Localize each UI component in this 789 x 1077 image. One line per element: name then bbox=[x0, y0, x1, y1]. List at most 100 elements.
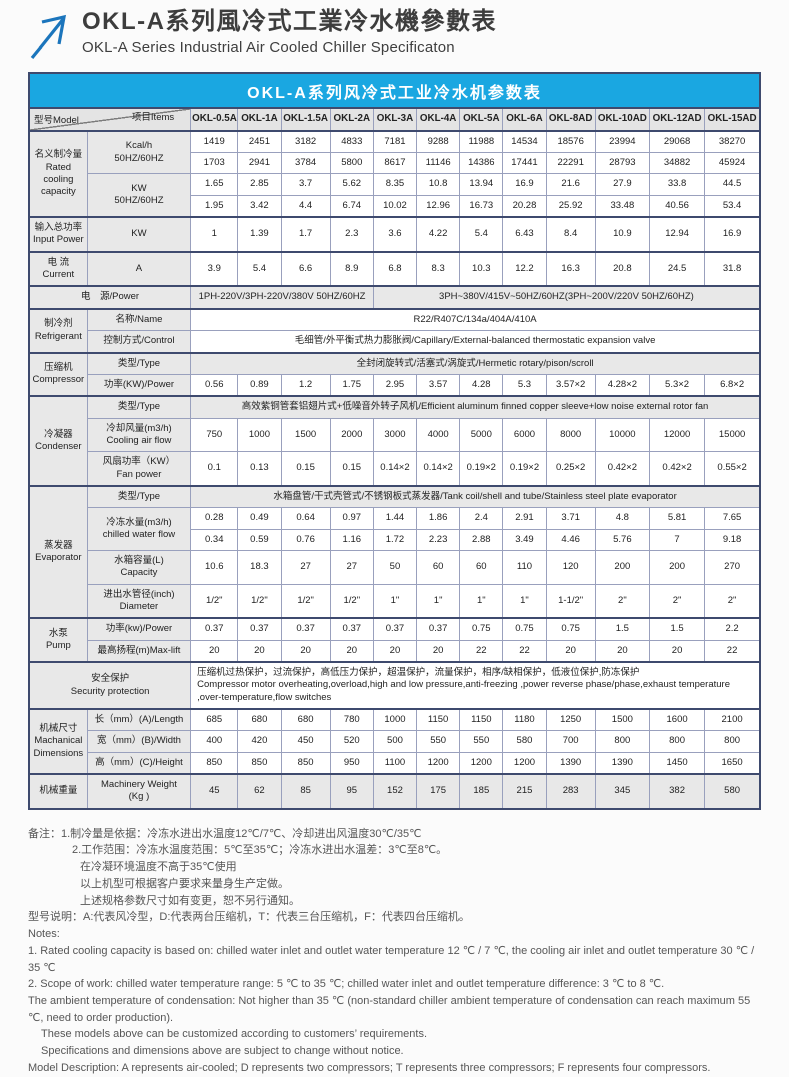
column-header: OKL-0.5A bbox=[190, 107, 239, 132]
value-cell: 20 bbox=[329, 639, 374, 663]
value-cell: 1650 bbox=[704, 751, 761, 775]
row-label: 长（mm）(A)/Length bbox=[86, 708, 192, 732]
value-cell: 2.2 bbox=[704, 617, 761, 641]
table-row: 制冷剂 Refrigerant 名称/Name R22/R407C/134a/404… bbox=[28, 307, 761, 354]
value-cell: 0.1 bbox=[190, 451, 239, 487]
title-block: OKL-A系列風冷式工業冷水機參數表 OKL-A Series Industri… bbox=[82, 8, 497, 56]
table-row: 最高扬程(m)Max-lift 20 20 20 20 20 20 22 22 20 20 20 22 bbox=[29, 639, 761, 663]
value-cell: R22/R407C/134a/404A/410A bbox=[190, 307, 761, 332]
table-row: 安全保护 Security protection 压缩机过热保护，过流保护，高低压… bbox=[28, 661, 761, 710]
value-cell: 685 bbox=[190, 708, 239, 732]
value-cell: 1200 bbox=[502, 751, 547, 775]
value-cell: 5.4 bbox=[459, 216, 504, 253]
value-cell: 20 bbox=[594, 639, 650, 663]
table-row: 机械重量 Machinery Weight (Kg ) 45 62 85 95 152 175… bbox=[28, 773, 761, 810]
value-cell: 10.3 bbox=[459, 250, 504, 287]
value-cell: 382 bbox=[648, 773, 706, 810]
value-cell: 1600 bbox=[648, 708, 706, 732]
logo-arrow-icon bbox=[28, 8, 74, 62]
value-cell: 700 bbox=[545, 730, 596, 753]
value-cell: 3.71 bbox=[545, 507, 596, 530]
value-cell: 10000 bbox=[594, 417, 650, 453]
row-label: 类型/Type bbox=[86, 351, 192, 375]
value-cell: 200 bbox=[648, 549, 706, 585]
value-cell: 1.5 bbox=[594, 617, 650, 641]
row-label: 输入总功率 Input Power bbox=[28, 216, 88, 253]
row-label: 控制方式/Control bbox=[86, 330, 192, 354]
value-cell: 400 bbox=[190, 730, 239, 753]
note-line: Model Description: A represents air-cool… bbox=[28, 1061, 711, 1074]
value-cell: 1/2" bbox=[329, 583, 374, 619]
value-cell: 1.95 bbox=[190, 194, 239, 218]
table-row: 风扇功率（KW） Fan power 0.1 0.13 0.15 0.15 0.14×2 0… bbox=[29, 451, 761, 487]
value-cell: 4000 bbox=[416, 417, 461, 453]
row-label: 水泵 Pump bbox=[28, 617, 88, 663]
value-cell: 5.81 bbox=[648, 507, 706, 530]
value-cell: 680 bbox=[280, 708, 331, 732]
table-row: 电 流 Current A 3.9 5.4 6.6 8.9 6.8 8.3 10.3 12.2 16… bbox=[28, 250, 761, 287]
value-cell: 345 bbox=[594, 773, 650, 810]
table-row: 压缩机 Compressor 类型/Type 全封闭旋转式/活塞式/涡旋式/Herm… bbox=[28, 351, 761, 397]
value-cell: 8.3 bbox=[416, 250, 461, 287]
value-cell: 20 bbox=[372, 639, 418, 663]
value-cell: 4.28×2 bbox=[594, 373, 650, 397]
value-cell: 20 bbox=[280, 639, 331, 663]
value-cell: 1/2" bbox=[190, 583, 239, 619]
value-cell: 3784 bbox=[280, 152, 331, 175]
value-cell: 680 bbox=[237, 708, 282, 732]
value-cell: 34882 bbox=[648, 152, 706, 175]
value-cell: 1" bbox=[416, 583, 461, 619]
value-cell: 4.8 bbox=[594, 507, 650, 530]
table-row: 水泵 Pump 功率(kw)/Power 0.37 0.37 0.37 0.37 0.37 0… bbox=[28, 617, 761, 663]
value-cell: 520 bbox=[329, 730, 374, 753]
value-cell: 185 bbox=[459, 773, 504, 810]
value-cell: 45924 bbox=[704, 152, 761, 175]
value-cell: 28793 bbox=[594, 152, 650, 175]
column-header: OKL-12AD bbox=[648, 107, 706, 132]
column-header: OKL-1A bbox=[237, 107, 282, 132]
value-cell: 6.43 bbox=[502, 216, 547, 253]
value-cell: 0.76 bbox=[280, 528, 331, 551]
value-cell: 27 bbox=[329, 549, 374, 585]
row-label: 机械重量 bbox=[28, 773, 88, 810]
value-cell: 16.9 bbox=[704, 216, 761, 253]
value-cell: 1.2 bbox=[280, 373, 331, 397]
value-cell: 14534 bbox=[502, 129, 547, 154]
value-cell: 1/2" bbox=[280, 583, 331, 619]
value-cell: 8617 bbox=[372, 152, 418, 175]
value-cell: 20.28 bbox=[502, 194, 547, 218]
table-banner: OKL-A系列风冷式工业冷水机参数表 bbox=[28, 72, 761, 107]
value-cell: 0.15 bbox=[280, 451, 331, 487]
value-cell: 200 bbox=[594, 549, 650, 585]
value-cell: 1500 bbox=[594, 708, 650, 732]
value-cell: 0.37 bbox=[416, 617, 461, 641]
value-cell: 21.6 bbox=[545, 173, 596, 196]
value-cell: 1PH-220V/3PH-220V/380V 50HZ/60HZ bbox=[190, 285, 374, 310]
value-cell: 1703 bbox=[190, 152, 239, 175]
row-label: Kcal/h 50HZ/60HZ bbox=[86, 129, 192, 175]
value-cell: 0.56 bbox=[190, 373, 239, 397]
corner-model-label: 型号Model bbox=[34, 115, 79, 127]
value-cell: 3.42 bbox=[237, 194, 282, 218]
notes-section: 备注：1.制冷量是依据：冷冻水进出水温度12℃/7℃、冷却进出风温度30℃/35… bbox=[28, 826, 761, 1077]
value-cell: 45 bbox=[190, 773, 239, 810]
value-cell: 6.74 bbox=[329, 194, 374, 218]
value-cell: 1" bbox=[372, 583, 418, 619]
value-cell: 500 bbox=[372, 730, 418, 753]
value-cell: 450 bbox=[280, 730, 331, 753]
value-cell: 800 bbox=[648, 730, 706, 753]
value-cell: 0.64 bbox=[280, 507, 331, 530]
row-label: 类型/Type bbox=[86, 484, 192, 509]
value-cell: 8.35 bbox=[372, 173, 418, 196]
value-cell: 16.3 bbox=[545, 250, 596, 287]
value-cell: 33.8 bbox=[648, 173, 706, 196]
value-cell: 5.3 bbox=[502, 373, 547, 397]
column-header: OKL-10AD bbox=[594, 107, 650, 132]
value-cell: 3.7 bbox=[280, 173, 331, 196]
row-label: 类型/Type bbox=[86, 395, 192, 419]
value-cell: 20 bbox=[190, 639, 239, 663]
row-label: 功率(KW)/Power bbox=[86, 373, 192, 397]
value-cell: 283 bbox=[545, 773, 596, 810]
value-cell: 20 bbox=[545, 639, 596, 663]
